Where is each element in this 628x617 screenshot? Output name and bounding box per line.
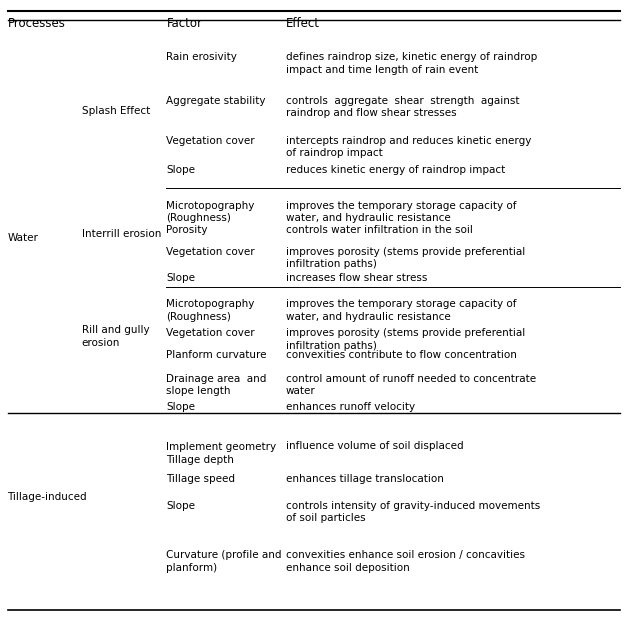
Text: influence volume of soil displaced: influence volume of soil displaced bbox=[286, 441, 463, 451]
Text: Slope: Slope bbox=[166, 273, 195, 283]
Text: convexities contribute to flow concentration: convexities contribute to flow concentra… bbox=[286, 350, 517, 360]
Text: Drainage area  and
slope length: Drainage area and slope length bbox=[166, 374, 267, 396]
Text: Aggregate stability: Aggregate stability bbox=[166, 96, 266, 106]
Text: intercepts raindrop and reduces kinetic energy
of raindrop impact: intercepts raindrop and reduces kinetic … bbox=[286, 136, 531, 158]
Text: Slope: Slope bbox=[166, 165, 195, 175]
Text: improves the temporary storage capacity of
water, and hydraulic resistance: improves the temporary storage capacity … bbox=[286, 201, 516, 223]
Text: reduces kinetic energy of raindrop impact: reduces kinetic energy of raindrop impac… bbox=[286, 165, 505, 175]
Text: controls water infiltration in the soil: controls water infiltration in the soil bbox=[286, 225, 473, 235]
Text: Tillage-induced: Tillage-induced bbox=[8, 492, 87, 502]
Text: Microtopography
(Roughness): Microtopography (Roughness) bbox=[166, 299, 255, 321]
Text: improves porosity (stems provide preferential
infiltration paths): improves porosity (stems provide prefere… bbox=[286, 328, 525, 350]
Text: Vegetation cover: Vegetation cover bbox=[166, 247, 255, 257]
Text: enhances tillage translocation: enhances tillage translocation bbox=[286, 474, 443, 484]
Text: Processes: Processes bbox=[8, 17, 65, 30]
Text: enhances runoff velocity: enhances runoff velocity bbox=[286, 402, 415, 412]
Text: Water: Water bbox=[8, 233, 38, 242]
Text: Implement geometry
Tillage depth: Implement geometry Tillage depth bbox=[166, 442, 276, 465]
Text: Microtopography
(Roughness): Microtopography (Roughness) bbox=[166, 201, 255, 223]
Text: defines raindrop size, kinetic energy of raindrop
impact and time length of rain: defines raindrop size, kinetic energy of… bbox=[286, 52, 537, 75]
Text: Splash Effect: Splash Effect bbox=[82, 106, 150, 116]
Text: controls intensity of gravity-induced movements
of soil particles: controls intensity of gravity-induced mo… bbox=[286, 501, 540, 523]
Text: Vegetation cover: Vegetation cover bbox=[166, 136, 255, 146]
Text: controls  aggregate  shear  strength  against
raindrop and flow shear stresses: controls aggregate shear strength agains… bbox=[286, 96, 519, 118]
Text: Rill and gully
erosion: Rill and gully erosion bbox=[82, 325, 149, 348]
Text: convexities enhance soil erosion / concavities
enhance soil deposition: convexities enhance soil erosion / conca… bbox=[286, 550, 525, 573]
Text: Factor: Factor bbox=[166, 17, 202, 30]
Text: Tillage speed: Tillage speed bbox=[166, 474, 236, 484]
Text: Porosity: Porosity bbox=[166, 225, 208, 235]
Text: control amount of runoff needed to concentrate
water: control amount of runoff needed to conce… bbox=[286, 374, 536, 396]
Text: Curvature (profile and
planform): Curvature (profile and planform) bbox=[166, 550, 282, 573]
Text: Planform curvature: Planform curvature bbox=[166, 350, 267, 360]
Text: increases flow shear stress: increases flow shear stress bbox=[286, 273, 427, 283]
Text: Slope: Slope bbox=[166, 402, 195, 412]
Text: Effect: Effect bbox=[286, 17, 320, 30]
Text: Vegetation cover: Vegetation cover bbox=[166, 328, 255, 338]
Text: improves porosity (stems provide preferential
infiltration paths): improves porosity (stems provide prefere… bbox=[286, 247, 525, 269]
Text: Rain erosivity: Rain erosivity bbox=[166, 52, 237, 62]
Text: Interrill erosion: Interrill erosion bbox=[82, 230, 161, 239]
Text: Slope: Slope bbox=[166, 501, 195, 511]
Text: improves the temporary storage capacity of
water, and hydraulic resistance: improves the temporary storage capacity … bbox=[286, 299, 516, 321]
